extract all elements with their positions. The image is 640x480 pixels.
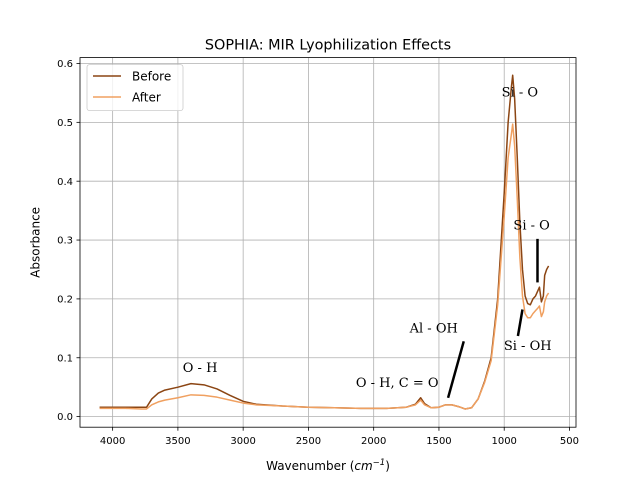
x-axis-label-close: ): [385, 459, 390, 473]
x-tick-label: 3500: [165, 436, 190, 447]
y-tick-label: 0.6: [57, 59, 73, 70]
y-tick-label: 0.3: [57, 236, 73, 247]
annotation-label: Si - O: [502, 85, 538, 100]
x-tick-label: 2500: [296, 436, 321, 447]
series-layer: [99, 74, 550, 410]
series-line-after: [99, 123, 550, 410]
x-axis-label: Wavenumber (cm−1): [266, 458, 390, 473]
x-axis-ticks: 4000 3500 3000 2500 2000 1500 1000 500: [100, 427, 579, 447]
x-tick-label: 3000: [230, 436, 255, 447]
annotation-label: Al - OH: [409, 321, 458, 336]
y-tick-label: 0.4: [57, 177, 73, 188]
annotation-label: O - H: [183, 361, 218, 376]
y-tick-label: 0.5: [57, 118, 73, 129]
x-tick-label: 1000: [491, 436, 516, 447]
annotation-label: O - H, C = O: [356, 376, 439, 391]
annotation-label: Si - O: [513, 218, 549, 233]
x-axis-label-exponent: −1: [373, 458, 386, 468]
x-tick-label: 500: [560, 436, 579, 447]
annotation-pointers: [446, 238, 539, 399]
plot-frame: [79, 57, 577, 428]
x-tick-label: 4000: [100, 436, 125, 447]
x-tick-label: 2000: [361, 436, 386, 447]
x-tick-label: 1500: [426, 436, 451, 447]
annotation-pointer: [516, 309, 524, 337]
annotation-label: Si - OH: [504, 339, 552, 354]
y-axis-ticks: 0.0 0.1 0.2 0.3 0.4 0.5 0.6: [57, 59, 80, 423]
legend-label-after: After: [132, 91, 161, 105]
legend: Before After: [86, 64, 184, 111]
y-tick-label: 0.0: [57, 412, 73, 423]
y-axis-label: Absorbance: [29, 207, 43, 278]
chart-title: SOPHIA: MIR Lyophilization Effects: [205, 38, 451, 54]
plot-area: [80, 57, 576, 428]
y-tick-label: 0.2: [57, 294, 73, 305]
legend-label-before: Before: [132, 70, 171, 84]
annotation-pointer: [446, 340, 465, 399]
x-axis-label-unit: cm: [354, 459, 372, 473]
x-axis-label-text: Wavenumber (: [266, 459, 354, 473]
annotations: O - H O - H, C = O Al - OH Si - O Si - O Si -…: [183, 85, 552, 391]
y-tick-label: 0.1: [57, 353, 73, 364]
grid: [80, 57, 576, 428]
